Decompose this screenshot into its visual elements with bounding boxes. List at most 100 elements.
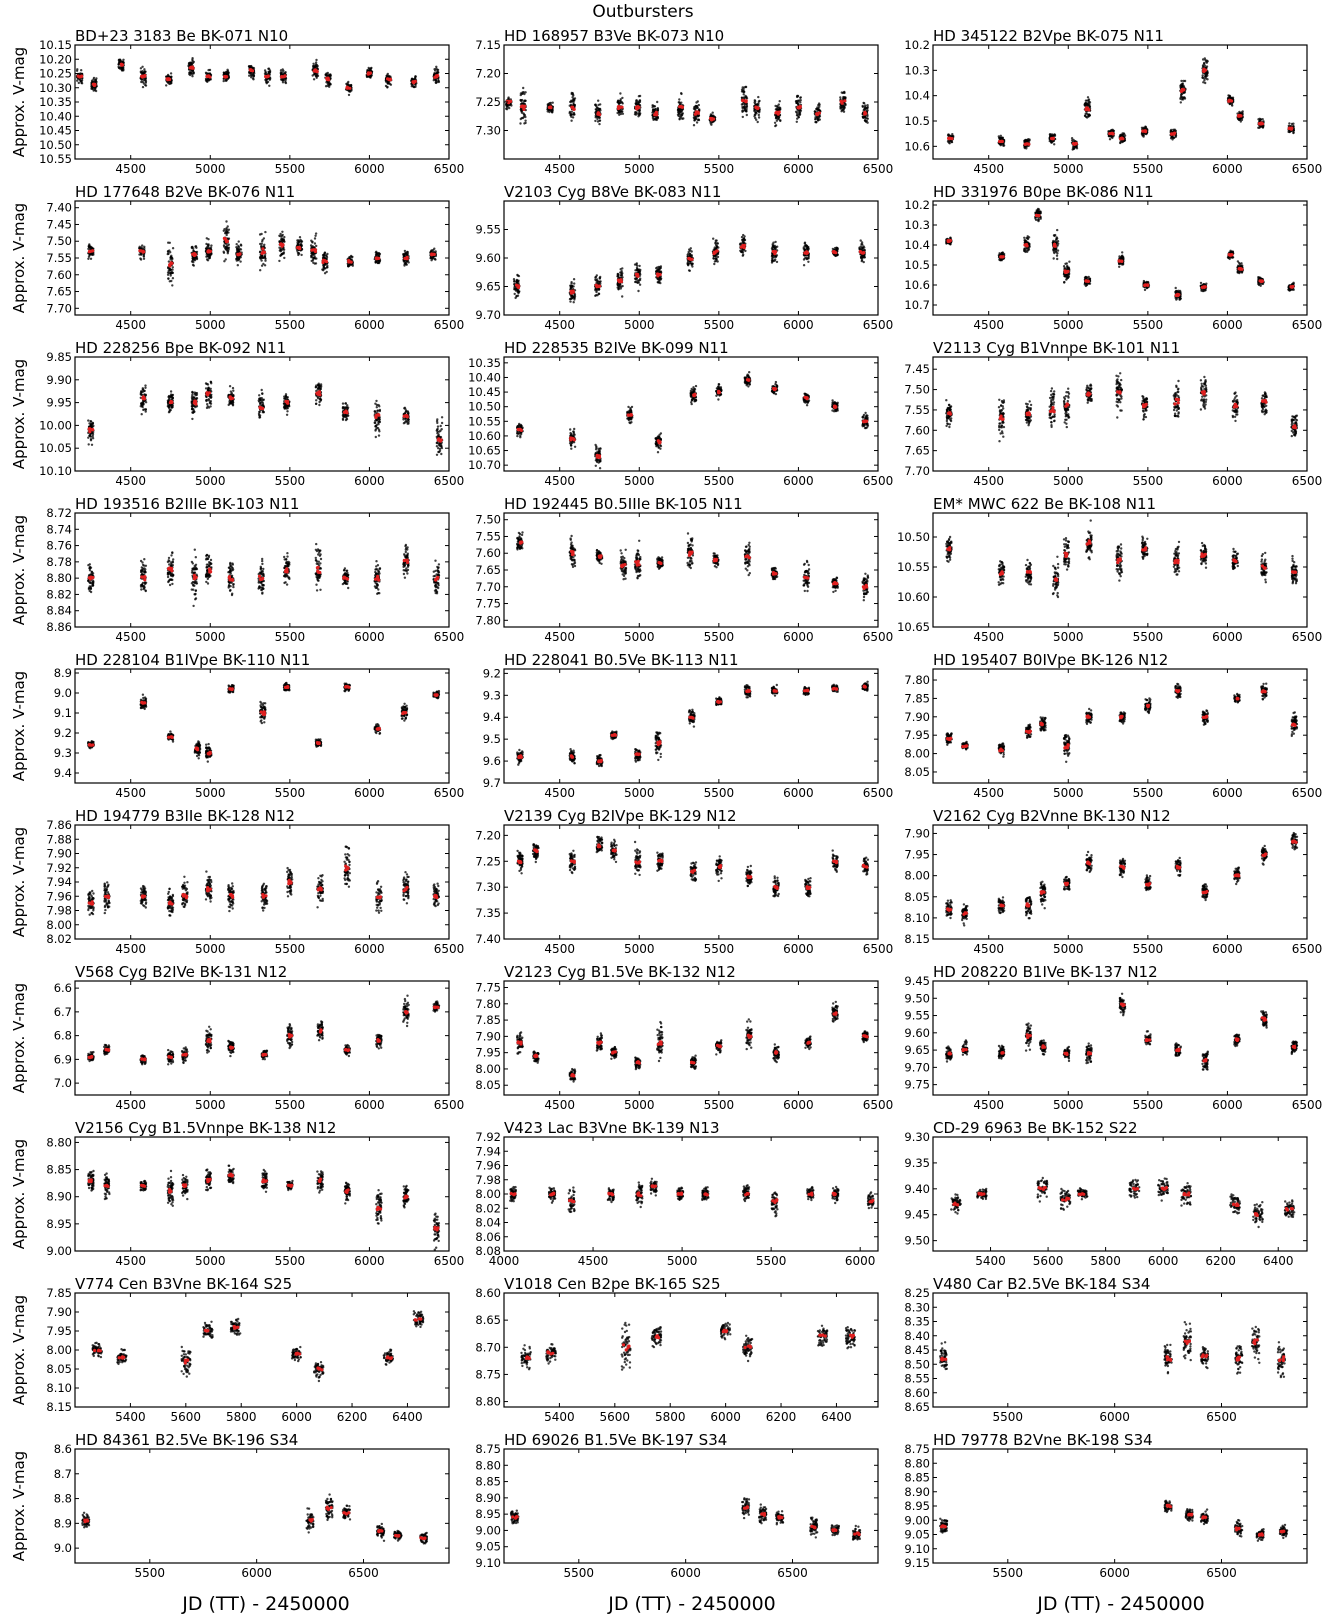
x-tick-label: 4500: [115, 318, 146, 332]
data-point: [189, 73, 192, 77]
data-point: [282, 252, 285, 255]
data-point: [282, 69, 285, 73]
data-point: [1230, 103, 1234, 106]
data-point: [171, 247, 175, 250]
y-tick-label: 10.50: [39, 138, 72, 152]
data-point: [1108, 138, 1112, 141]
data-point: [521, 102, 525, 105]
data-point: [620, 270, 623, 273]
mean-point: [225, 75, 229, 79]
mean-point: [169, 261, 173, 265]
data-point: [573, 97, 577, 100]
data-point: [1180, 79, 1183, 83]
data-point: [310, 256, 313, 259]
mean-point: [744, 99, 748, 103]
mean-point: [1260, 122, 1265, 126]
data-point: [523, 122, 526, 125]
data-point: [741, 107, 744, 110]
data-point: [402, 253, 405, 256]
data-point: [265, 81, 269, 84]
mean-point: [1027, 142, 1031, 146]
data-point: [795, 101, 798, 104]
data-point: [714, 243, 718, 247]
data-point: [1121, 132, 1124, 135]
data-point: [862, 101, 865, 105]
data-point: [596, 120, 600, 123]
data-point: [740, 96, 744, 100]
data-point: [1205, 71, 1208, 75]
data-point: [236, 264, 239, 267]
data-point: [771, 243, 774, 246]
data-point: [281, 230, 284, 233]
mean-point: [261, 247, 265, 251]
data-point: [170, 256, 174, 259]
data-point: [523, 102, 526, 106]
data-point: [1258, 126, 1261, 129]
data-point: [1053, 134, 1057, 137]
data-point: [616, 275, 619, 278]
data-point: [316, 72, 319, 76]
mean-point: [658, 272, 662, 277]
data-point: [573, 282, 576, 285]
data-point: [621, 295, 624, 298]
mean-point: [815, 112, 819, 116]
data-point: [76, 79, 79, 82]
mean-point: [206, 250, 210, 254]
data-point: [249, 72, 252, 75]
data-point: [225, 231, 228, 234]
data-point: [1050, 141, 1054, 144]
data-point: [840, 110, 843, 113]
data-point: [798, 113, 802, 116]
data-point: [313, 242, 317, 245]
data-point: [840, 91, 843, 94]
data-point: [573, 113, 576, 116]
data-point: [742, 253, 745, 256]
data-point: [264, 259, 267, 262]
data-point: [688, 254, 692, 257]
data-point: [520, 110, 523, 113]
data-point: [659, 277, 662, 280]
data-point: [639, 277, 642, 280]
data-point: [677, 108, 680, 111]
data-point: [192, 258, 195, 261]
data-point: [435, 65, 438, 69]
data-point: [237, 240, 240, 243]
data-point: [774, 117, 778, 120]
data-point: [682, 117, 685, 120]
data-point: [77, 81, 81, 85]
data-point: [165, 84, 168, 87]
y-tick-label: 7.30: [475, 124, 501, 138]
data-point: [866, 107, 869, 110]
data-point: [314, 63, 318, 66]
x-tick-label: 4500: [115, 162, 146, 176]
data-point: [374, 253, 378, 256]
data-point: [741, 115, 744, 119]
data-point: [680, 92, 683, 96]
mean-point: [142, 250, 146, 254]
mean-point: [523, 104, 527, 108]
data-point: [312, 256, 315, 260]
mean-point: [312, 69, 316, 73]
data-point: [659, 270, 663, 273]
data-point: [300, 253, 303, 257]
data-point: [686, 253, 689, 256]
data-point: [258, 233, 262, 236]
data-point: [745, 96, 748, 99]
x-tick-label: 6000: [1212, 162, 1243, 176]
data-point: [597, 107, 600, 111]
data-point: [296, 239, 299, 242]
data-point: [389, 83, 393, 86]
data-point: [744, 249, 747, 253]
data-point: [754, 116, 757, 120]
data-point: [621, 267, 624, 270]
data-point: [252, 75, 255, 78]
data-point: [594, 119, 597, 123]
data-point: [570, 110, 573, 113]
data-point: [803, 242, 806, 245]
mean-point: [1051, 137, 1055, 141]
data-point: [638, 264, 641, 268]
mean-point: [430, 252, 434, 256]
y-tick-label: 7.40: [46, 201, 72, 215]
y-tick-label: 10.45: [39, 124, 72, 138]
mean-point: [569, 289, 573, 293]
